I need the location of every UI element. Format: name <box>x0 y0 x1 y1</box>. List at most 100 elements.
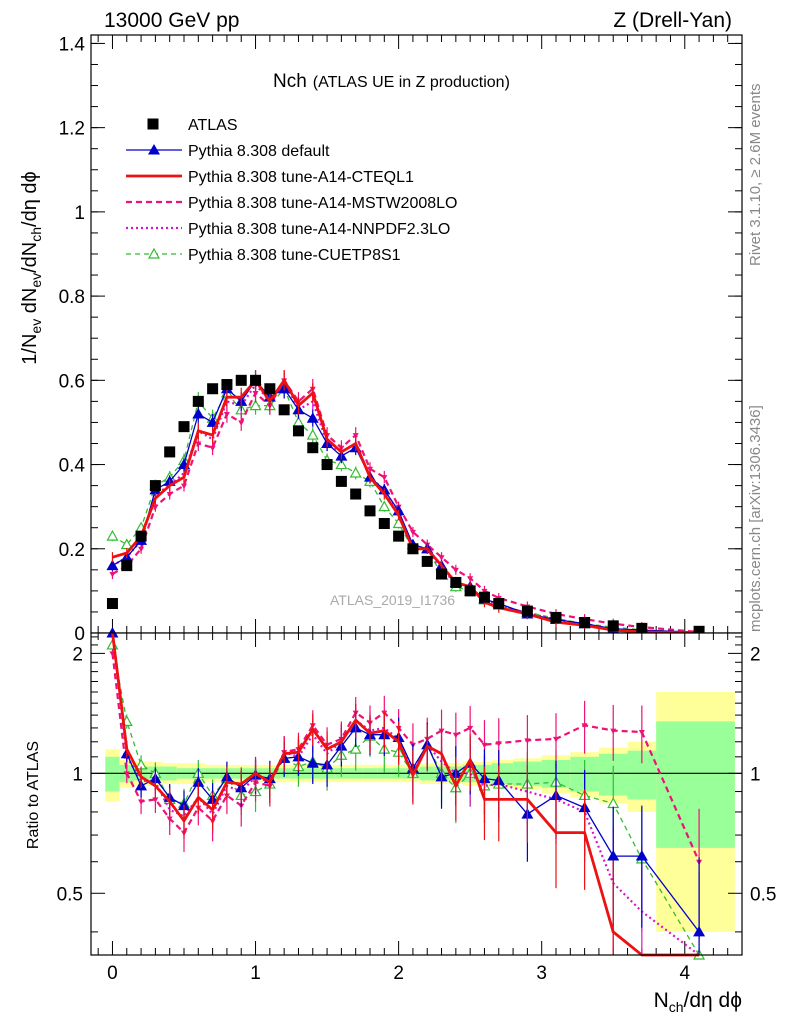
data-point <box>178 421 190 433</box>
data-point <box>138 546 145 553</box>
data-point <box>209 445 216 452</box>
series-atlas <box>106 374 705 637</box>
data-point <box>693 625 705 637</box>
data-point <box>349 742 362 754</box>
data-point <box>195 441 202 447</box>
ratio-panel: 0.5 0.51 12 20 1 2 3 4 Ratio to ATLAS <box>25 627 776 984</box>
ratio-y-tick-label-right: 1 <box>750 764 761 785</box>
data-point <box>278 404 290 416</box>
series-cteql1 <box>111 632 700 957</box>
watermark: ATLAS_2019_I1736 <box>330 592 455 608</box>
series-line <box>112 379 700 633</box>
ratio-y-tick-label: 2 <box>72 644 83 665</box>
data-point <box>393 530 405 542</box>
data-point <box>148 144 160 155</box>
data-point <box>421 555 433 567</box>
data-point <box>164 446 176 458</box>
main-y-tick-label: 1.2 <box>59 119 85 140</box>
data-point <box>106 627 119 638</box>
data-point <box>235 374 247 386</box>
band-inner-bin <box>105 756 120 792</box>
data-point <box>450 576 462 588</box>
data-point <box>550 611 562 623</box>
data-point <box>147 118 159 130</box>
data-point <box>306 757 319 768</box>
chart-title-sub: (ATLAS UE in Z production) <box>313 74 510 91</box>
data-point <box>306 412 319 423</box>
data-point <box>581 723 588 729</box>
ratio-y-tick-label-right: 0.5 <box>750 884 776 905</box>
data-point <box>607 850 620 861</box>
data-point <box>166 816 173 823</box>
data-point <box>181 483 187 490</box>
data-point <box>335 475 347 487</box>
data-point <box>367 466 373 473</box>
legend-label: ATLAS <box>188 117 238 134</box>
data-point <box>307 442 319 454</box>
data-point <box>481 588 488 595</box>
main-y-tick-label: 0.8 <box>59 287 85 308</box>
data-point <box>138 799 145 805</box>
ratio-y-tick-label: 0.5 <box>57 884 83 905</box>
legend-label: Pythia 8.308 tune-A14-NNPDF2.3LO <box>188 221 450 238</box>
legend-label: Pythia 8.308 tune-A14-MSTW2008LO <box>188 195 457 212</box>
legend-item-mstw: Pythia 8.308 tune-A14-MSTW2008LO <box>126 195 457 212</box>
data-point <box>152 797 159 803</box>
series-line <box>112 387 700 633</box>
data-point <box>106 559 119 571</box>
series-line <box>111 632 700 957</box>
data-point <box>409 529 416 536</box>
data-point <box>123 771 130 777</box>
legend-label: Pythia 8.308 default <box>188 143 330 160</box>
data-point <box>579 616 591 628</box>
data-point <box>493 598 505 610</box>
ratio-y-axis-label: Ratio to ATLAS <box>25 741 42 849</box>
series-line <box>111 632 700 933</box>
x-tick-label: 0 <box>107 963 118 984</box>
data-point <box>524 738 531 744</box>
data-point <box>149 480 161 492</box>
data-point <box>223 412 230 418</box>
data-point <box>106 529 119 541</box>
rivet-label: Rivet 3.1.10, ≥ 2.6M events <box>747 84 764 267</box>
x-tick-label: 1 <box>250 963 261 984</box>
legend-label: Pythia 8.308 tune-A14-CTEQL1 <box>188 169 414 186</box>
legend-item-cteql1: Pythia 8.308 tune-A14-CTEQL1 <box>126 169 414 186</box>
main-y-tick-label: 0 <box>74 624 85 645</box>
main-y-tick-labels: 0 0.2 0.4 0.6 0.8 1 1.2 1.4 <box>59 34 86 645</box>
main-y-axis-label: 1/Nev dNev/dNch/dη dϕ <box>19 171 44 364</box>
data-point <box>352 433 359 439</box>
main-plot-area <box>91 35 742 633</box>
ratio-y-tick-label: 1 <box>72 764 83 785</box>
data-point <box>636 622 648 634</box>
legend-item-cuetp8s1: Pythia 8.308 tune-CUETP8S1 <box>126 247 401 264</box>
legend-item-nnpdf: Pythia 8.308 tune-A14-NNPDF2.3LO <box>126 221 450 238</box>
data-point <box>607 620 619 632</box>
ratio-tick-labels: 0.5 0.5 1 1 2 2 0 1 2 3 4 <box>57 644 777 984</box>
chart-title: Nch (ATLAS UE in Z production) <box>273 71 510 92</box>
series-line <box>111 378 700 634</box>
data-point <box>452 567 459 574</box>
ratio-series-layer <box>106 627 706 960</box>
main-y-tick-label: 0.4 <box>59 456 86 477</box>
data-point <box>249 399 262 411</box>
data-point <box>321 459 333 471</box>
data-point <box>264 383 276 395</box>
ratio-y-tick-label-right: 2 <box>750 644 761 665</box>
legend: ATLAS Pythia 8.308 default Pythia 8.308 tu… <box>126 117 457 264</box>
data-point <box>166 492 173 498</box>
data-point <box>452 732 459 739</box>
data-point <box>250 374 262 386</box>
data-point <box>693 925 706 937</box>
data-point <box>407 543 419 555</box>
main-panel: ATLAS_2019_I1736 0 0.2 0.4 0.6 0.8 1 1.2 1.4 Nc… <box>19 34 743 645</box>
data-point <box>436 568 448 580</box>
data-point <box>610 728 617 735</box>
data-point <box>481 742 488 749</box>
data-point <box>381 475 388 481</box>
x-tick-label: 4 <box>679 963 690 984</box>
ratio-border <box>90 632 743 956</box>
x-tick-label: 3 <box>536 963 547 984</box>
data-point <box>135 530 147 542</box>
data-point <box>378 518 390 530</box>
